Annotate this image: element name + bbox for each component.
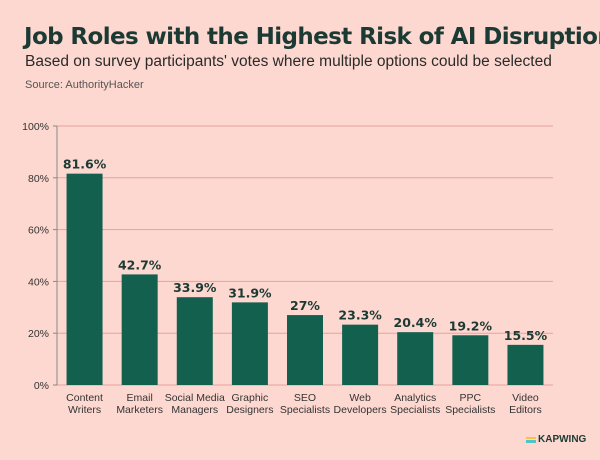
x-tick-label: Editors bbox=[509, 404, 542, 416]
bar bbox=[66, 173, 103, 385]
bar bbox=[231, 302, 268, 385]
data-label: 81.6% bbox=[63, 157, 107, 172]
data-label: 42.7% bbox=[118, 257, 162, 272]
kapwing-logo-icon bbox=[526, 436, 536, 443]
x-tick-label: Email bbox=[127, 392, 153, 404]
chart-subtitle: Based on survey participants' votes wher… bbox=[25, 53, 552, 70]
bar bbox=[452, 335, 489, 385]
y-tick-label: 0% bbox=[34, 380, 49, 392]
x-tick-label: Managers bbox=[171, 404, 218, 416]
data-label: 33.9% bbox=[173, 280, 217, 295]
y-tick-label: 80% bbox=[28, 173, 49, 185]
bar bbox=[397, 332, 434, 385]
logo-text: KAPWING bbox=[538, 434, 587, 445]
y-tick-label: 100% bbox=[22, 121, 49, 133]
x-tick-label: Marketers bbox=[116, 404, 163, 416]
x-tick-label: Specialists bbox=[280, 404, 330, 416]
x-tick-label: Writers bbox=[68, 404, 101, 416]
x-tick-label: Developers bbox=[334, 404, 387, 416]
data-label: 23.3% bbox=[338, 308, 382, 323]
bar bbox=[287, 315, 323, 385]
data-label: 15.5% bbox=[504, 328, 548, 343]
x-tick-label: Analytics bbox=[394, 392, 436, 404]
chart-title: Job Roles with the Highest Risk of AI Di… bbox=[24, 24, 600, 50]
bar bbox=[342, 324, 379, 385]
data-label: 20.4% bbox=[394, 315, 438, 330]
y-tick-label: 20% bbox=[28, 328, 49, 340]
chart-source: Source: AuthorityHacker bbox=[25, 79, 144, 91]
bar bbox=[507, 344, 544, 385]
y-tick-label: 40% bbox=[28, 276, 49, 288]
bar bbox=[121, 274, 158, 385]
x-tick-label: Designers bbox=[226, 404, 273, 416]
x-tick-label: Video bbox=[512, 392, 539, 404]
x-tick-label: Social Media bbox=[165, 392, 225, 404]
x-tick-label: SEO bbox=[294, 392, 316, 404]
x-tick-label: Specialists bbox=[390, 404, 440, 416]
x-tick-label: Content bbox=[66, 392, 103, 404]
data-label: 31.9% bbox=[228, 285, 272, 300]
y-tick-label: 60% bbox=[28, 225, 49, 237]
data-label: 27% bbox=[290, 298, 320, 313]
x-tick-label: PPC bbox=[460, 392, 482, 404]
kapwing-logo: KAPWING bbox=[526, 434, 586, 445]
x-tick-label: Graphic bbox=[232, 392, 269, 404]
x-tick-label: Specialists bbox=[445, 404, 495, 416]
data-label: 19.2% bbox=[449, 318, 493, 333]
bar bbox=[176, 297, 213, 385]
x-tick-label: Web bbox=[349, 392, 371, 404]
